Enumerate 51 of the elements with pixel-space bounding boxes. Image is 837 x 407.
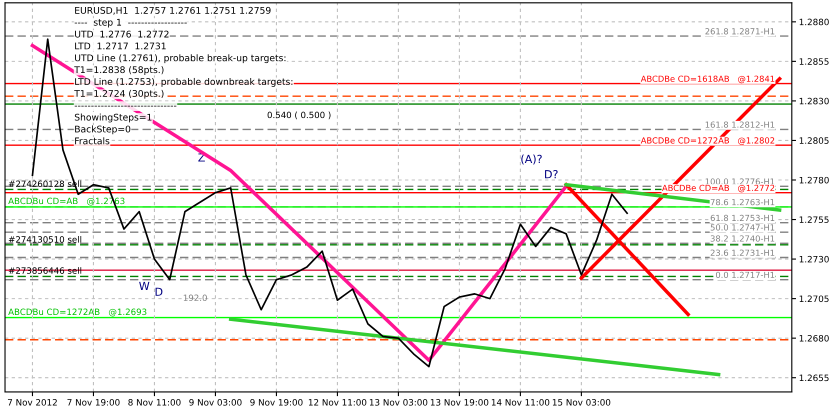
ref-line-label: 261.8 1.2871-H1 (705, 28, 774, 34)
annotation: T1=1.2838 (58pts.) (74, 66, 164, 75)
ref-line-label: ABCDBe CD=1272AB @1.2802 (640, 137, 774, 145)
annotation: UTD 1.2776 1.2772 (75, 30, 169, 38)
ref-line-label: 161.8 1.2812-H1 (706, 121, 774, 128)
ref-line-label: 23.6 1.2731-H1 (710, 250, 774, 256)
annotation: W (139, 282, 150, 290)
x-tick-label: 14 Nov 11:00 (492, 399, 550, 406)
x-tick-label: 13 Nov 19:00 (430, 399, 488, 406)
y-tick-label: 1.2755 (800, 216, 829, 223)
y-tick-label: 1.2830 (800, 98, 829, 104)
ref-line-label: 0.0 1.2717-H1 (716, 272, 774, 278)
annotation: T1=1.2724 (30pts.) (74, 90, 164, 99)
y-tick-label: 1.2680 (800, 334, 829, 342)
y-tick-label: 1.2805 (800, 137, 829, 144)
ref-line-label: 61.8 1.2753-H1 (710, 214, 774, 222)
annotation: D? (545, 170, 558, 178)
annotation: EURUSD,H1 1.2757 1.2761 1.2751 1.2759 (75, 6, 271, 15)
y-tick-label: 1.2655 (800, 374, 829, 382)
annotation: D (156, 288, 162, 296)
y-tick-label: 1.2705 (800, 295, 829, 302)
ref-line-label: ABCDBe CD=1618AB @1.2841 (640, 76, 774, 84)
annotation: LTD 1.2717 1.2731 (75, 42, 166, 50)
x-tick-label: 9 Nov 19:00 (250, 399, 303, 406)
ref-line-label: 38.2 1.2740-H1 (710, 235, 774, 242)
x-tick-label: 7 Nov 2012 (8, 399, 57, 406)
ref-line-label: 78.6 1.2763-H1 (710, 198, 774, 206)
annotation: ---- step 1 ------------------ (74, 18, 187, 28)
x-tick-label: 8 Nov 11:00 (128, 399, 181, 406)
annotation: LTD Line (1.2753), probable downbreak targets: (75, 78, 292, 87)
annotation: ShowingSteps=1 (74, 114, 152, 122)
x-tick-label: 15 Nov 03:00 (552, 399, 610, 406)
annotation: #274130510 sell (8, 236, 82, 243)
x-tick-label: 12 Nov 11:00 (308, 399, 366, 406)
y-tick-label: 1.2880 (800, 18, 829, 26)
annotation: UTD Line (1.2761), probable break-up targets: (75, 54, 286, 64)
annotation: Fractals (75, 137, 110, 144)
annotation: 0.540 ( 0.500 ) (268, 112, 331, 120)
ref-line-label: 50.0 1.2747-H1 (710, 224, 774, 231)
x-tick-label: 9 Nov 03:00 (189, 399, 242, 406)
annotation: BackStep=0 (75, 125, 130, 134)
annotation: 192.0 (184, 294, 207, 302)
annotation: ABCDBu CD=1272AB @1.2693 (8, 308, 146, 316)
ref-line-label: 100.0 1.2776-H1 (706, 178, 774, 185)
annotation: (A)? (521, 154, 542, 164)
y-tick-label: 1.2855 (800, 58, 829, 65)
x-tick-label: 13 Nov 03:00 (370, 399, 428, 406)
ref-line-label: ABCDBe CD=AB @1.2772 (662, 184, 774, 192)
x-tick-label: 7 Nov 19:00 (67, 399, 120, 406)
y-tick-label: 1.2730 (800, 256, 829, 263)
y-tick-label: 1.2780 (800, 176, 829, 184)
